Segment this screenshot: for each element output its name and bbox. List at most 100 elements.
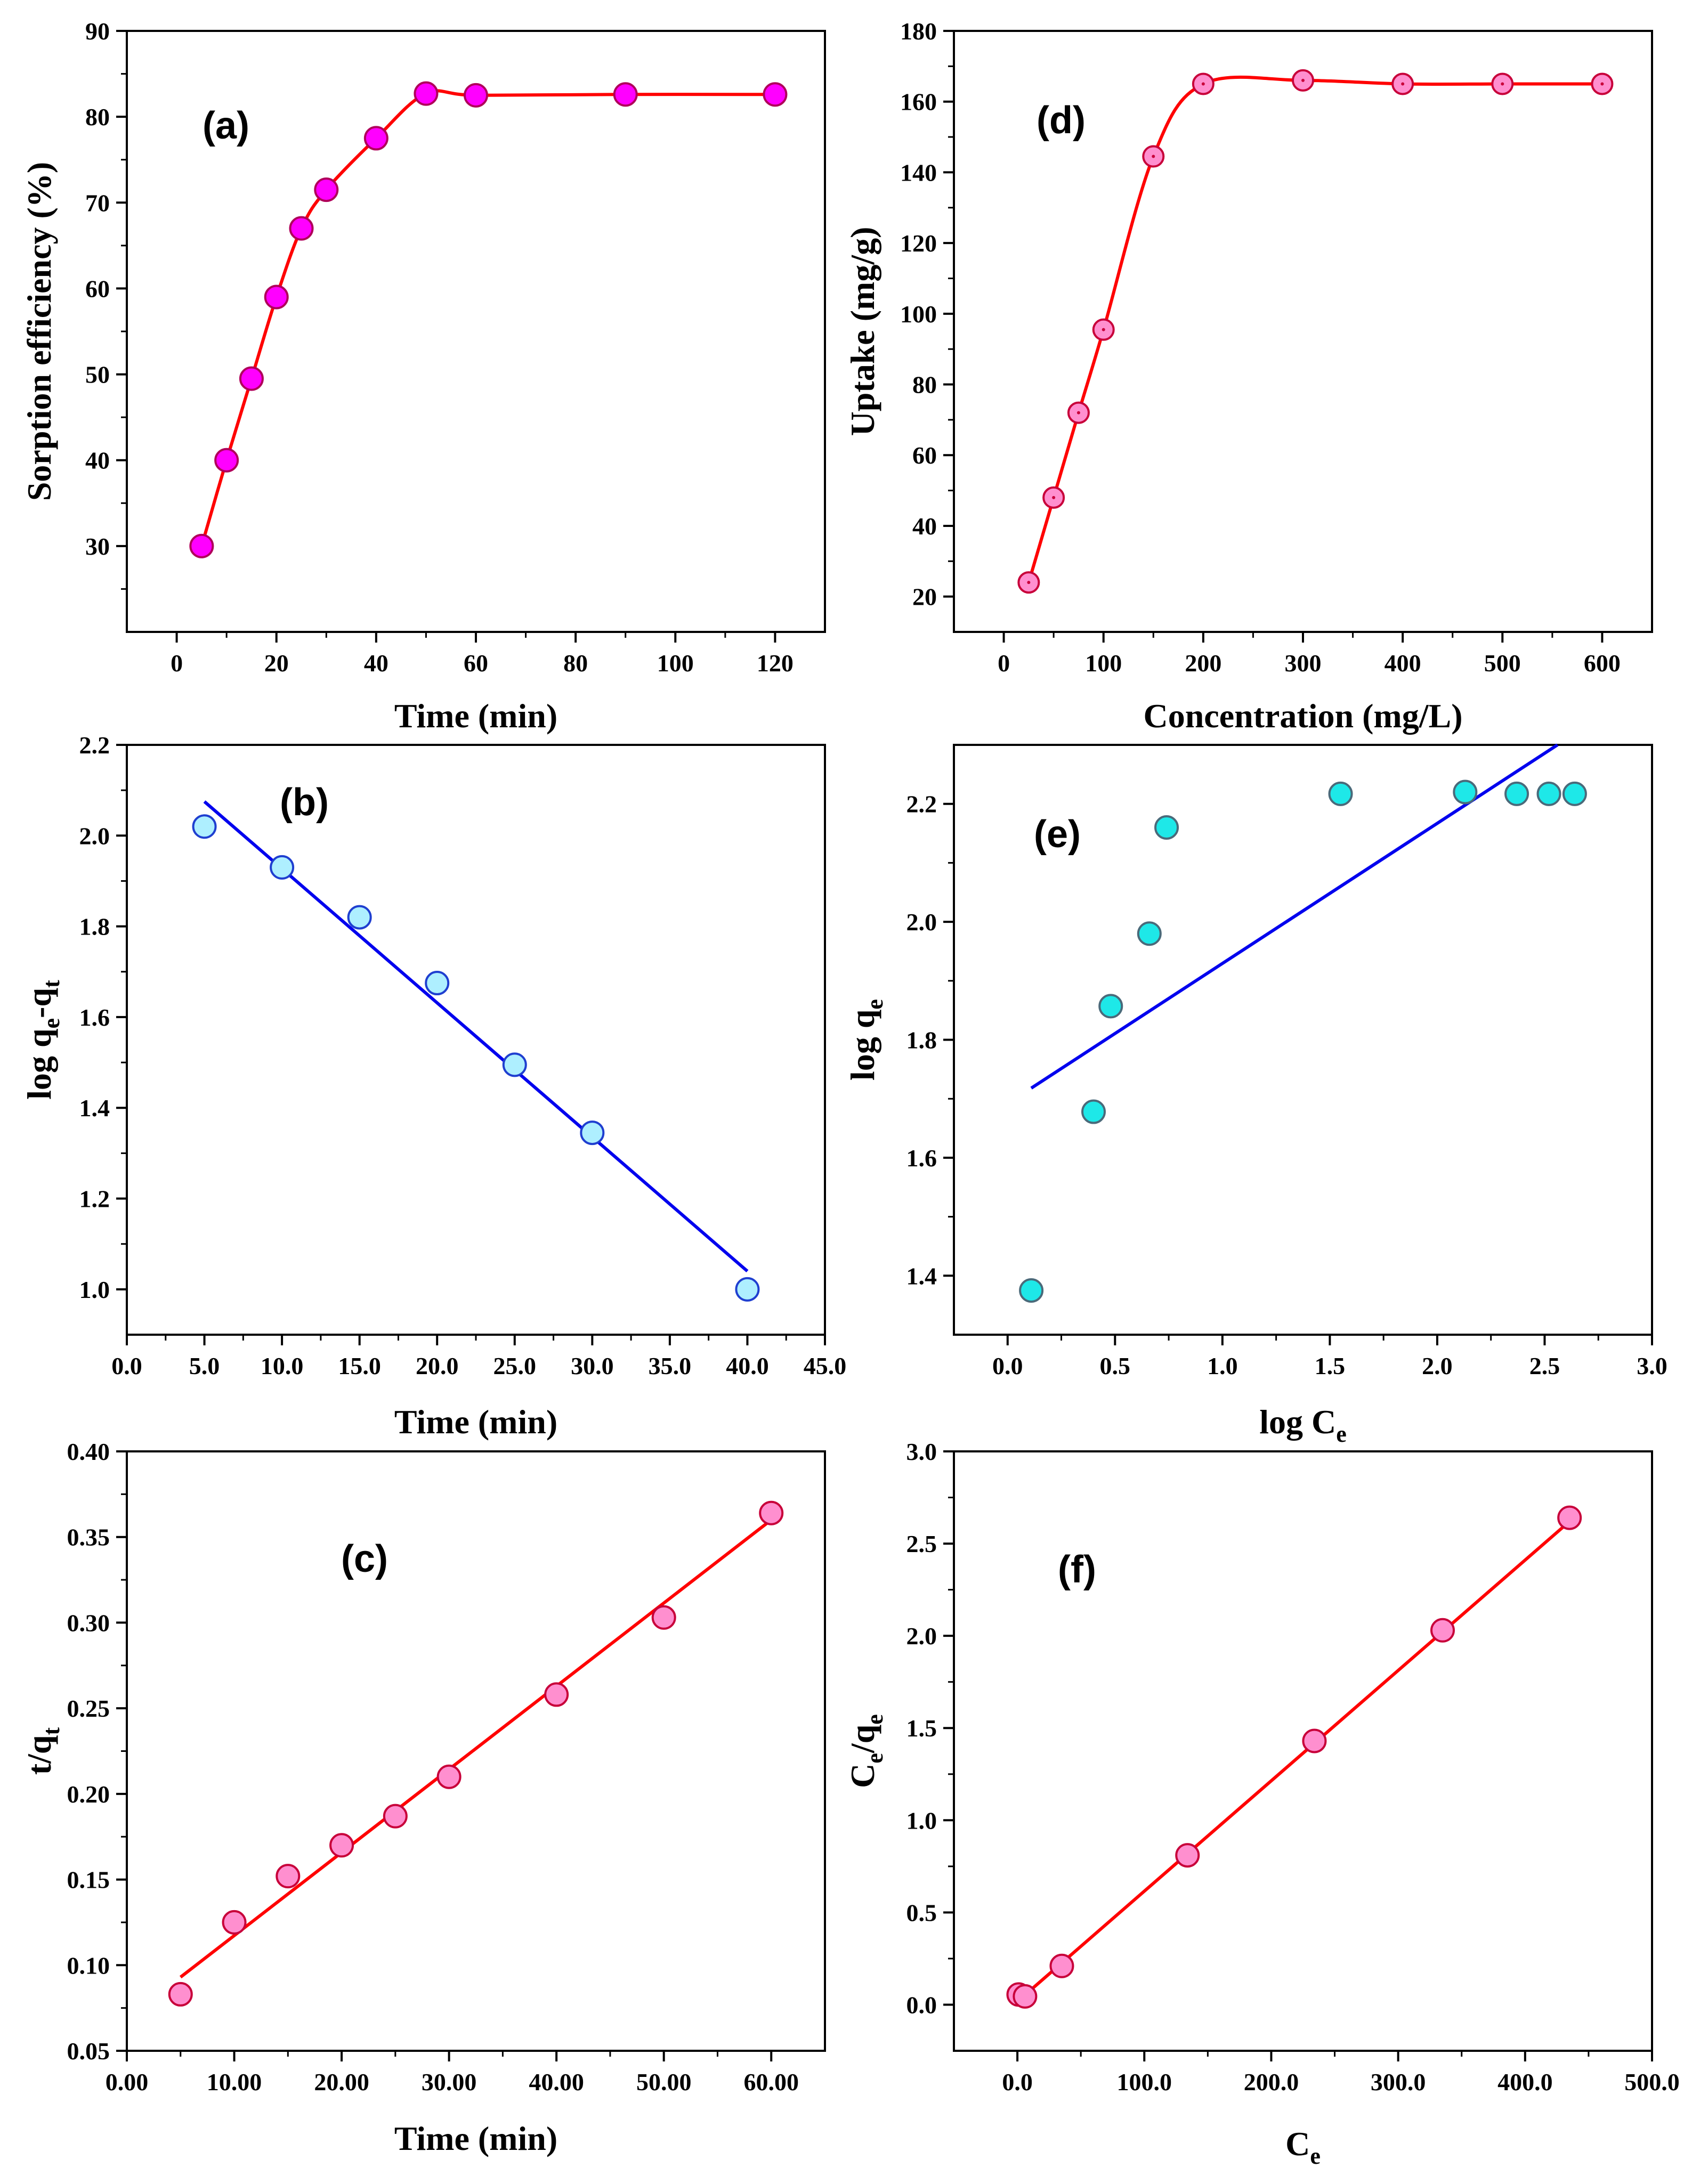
x-tick-label: 0 (998, 649, 1010, 677)
y-tick-label: 0.30 (67, 1609, 110, 1636)
data-point (1328, 781, 1353, 806)
data-point (239, 366, 264, 391)
x-axis-title-sub1: e (1310, 2143, 1321, 2169)
data-point-center (1076, 411, 1080, 415)
plot-frame (126, 1450, 826, 2052)
y-axis-title-sub1: e (38, 1018, 64, 1029)
y-axis-title-main: C (844, 1764, 881, 1788)
data-point (763, 82, 788, 107)
x-axis-title: Time (min) (394, 1403, 557, 1441)
data-point (383, 1804, 408, 1829)
x-tick-label: 100 (657, 649, 694, 677)
data-point (264, 285, 289, 310)
x-axis-title: Time (min) (394, 697, 557, 735)
data-point (314, 177, 339, 202)
series-line (200, 89, 775, 547)
x-tick-label: 40.00 (529, 2068, 584, 2096)
data-point (363, 126, 388, 151)
y-tick-label: 60 (85, 275, 110, 302)
x-tick-label: 60.00 (743, 2068, 799, 2096)
y-axis-title-sub2: t (38, 980, 64, 988)
x-tick-label: 45.0 (804, 1352, 847, 1379)
panel-label: (b) (280, 781, 329, 824)
y-tick-label: 70 (85, 189, 110, 216)
data-point (1013, 1984, 1038, 2009)
y-tick-label: 0.35 (67, 1524, 110, 1551)
x-tick-label: 35.0 (649, 1352, 692, 1379)
data-point-center (1152, 155, 1155, 158)
y-tick-label: 2.0 (79, 822, 110, 849)
y-tick-label: 0.25 (67, 1695, 110, 1722)
data-point (436, 1764, 462, 1789)
x-tick-label: 10.00 (207, 2068, 262, 2096)
panel-label: (c) (341, 1538, 388, 1580)
data-point (168, 1982, 193, 2007)
panel-label: (e) (1034, 813, 1081, 856)
x-tick-label: 20.00 (314, 2068, 369, 2096)
y-tick-label: 1.4 (79, 1094, 110, 1122)
y-tick-label: 2.0 (906, 1622, 937, 1650)
y-axis-title: log qe (844, 999, 888, 1081)
panel-label: (a) (203, 104, 249, 147)
fit-line (1030, 743, 1559, 1090)
data-point (289, 216, 314, 241)
x-tick-label: 1.5 (1315, 1352, 1346, 1379)
y-axis-title-main: log q (844, 1010, 881, 1081)
y-axis-title: Uptake (mg/g) (844, 227, 881, 436)
data-point (192, 814, 217, 839)
x-axis-title-sub1: e (1336, 1421, 1347, 1447)
y-tick-label: 0.10 (67, 1952, 110, 1979)
x-axis-title: Concentration (mg/L) (1143, 697, 1462, 735)
y-axis-title: Ce/qe (844, 1714, 888, 1788)
x-tick-label: 120 (757, 649, 794, 677)
y-tick-label: 0.40 (67, 1438, 110, 1465)
y-tick-label: 0.0 (906, 1991, 937, 2018)
x-tick-label: 50.00 (636, 2068, 692, 2096)
x-tick-label: 0.00 (106, 2068, 149, 2096)
x-tick-label: 0.0 (111, 1352, 142, 1379)
data-point (735, 1277, 760, 1302)
data-point-center (1027, 581, 1031, 584)
data-point (1175, 1843, 1200, 1868)
y-tick-label: 1.4 (906, 1262, 937, 1289)
x-tick-label: 0.5 (1100, 1352, 1131, 1379)
x-tick-label: 300 (1285, 649, 1322, 677)
y-tick-label: 1.6 (906, 1144, 937, 1172)
data-point-center (1052, 496, 1056, 499)
data-point (1557, 1505, 1582, 1530)
data-point (613, 82, 638, 107)
data-point (214, 448, 239, 473)
y-tick-label: 140 (900, 159, 937, 186)
data-point (580, 1121, 605, 1146)
series-line (1027, 75, 1602, 583)
data-point (759, 1500, 784, 1525)
y-tick-label: 80 (85, 103, 110, 131)
plot-frame (953, 1450, 1653, 2052)
y-tick-label: 100 (900, 301, 937, 328)
data-point-center (1102, 328, 1105, 331)
data-point (414, 81, 439, 106)
y-tick-label: 1.5 (906, 1715, 937, 1742)
y-tick-label: 40 (85, 447, 110, 474)
data-point (1154, 815, 1179, 840)
x-tick-label: 40 (364, 649, 388, 677)
x-tick-label: 200 (1185, 649, 1221, 677)
y-tick-label: 40 (912, 513, 937, 540)
x-tick-label: 10.0 (261, 1352, 304, 1379)
x-tick-label: 5.0 (189, 1352, 220, 1379)
panel-label: (d) (1037, 99, 1086, 142)
data-point-center (1501, 82, 1504, 86)
y-tick-label: 2.2 (906, 791, 937, 818)
y-tick-label: 60 (912, 442, 937, 469)
panel-e: 0.0 0.5 1.0 1.5 2.0 2.5 3.0 1.4 1.6 1.8 2.0 2.2 log … (844, 743, 1667, 1447)
x-tick-label: 15.0 (338, 1352, 381, 1379)
x-tick-label: 30.0 (571, 1352, 614, 1379)
y-tick-label: 0.20 (67, 1781, 110, 1808)
x-tick-label: 2.0 (1422, 1352, 1453, 1379)
data-point (1504, 781, 1529, 806)
data-point (276, 1864, 301, 1889)
x-axis-title-main: C (1285, 2125, 1310, 2163)
y-axis-title: t/qt (20, 1727, 64, 1775)
x-tick-label: 0.0 (992, 1352, 1023, 1379)
